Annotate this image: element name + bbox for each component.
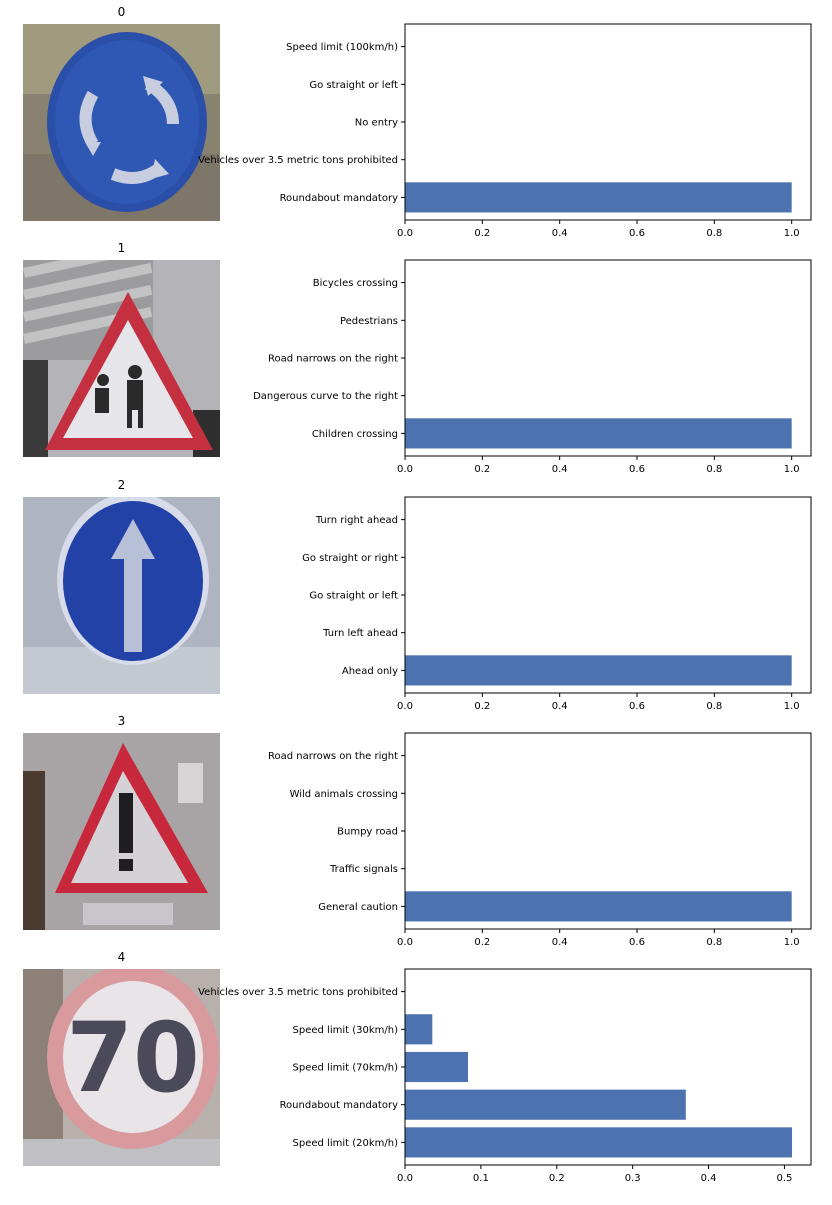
x-tick-label: 0.3	[625, 1173, 641, 1184]
y-tick-label: Turn left ahead	[322, 628, 398, 639]
y-tick-label: Go straight or right	[302, 553, 398, 564]
x-tick-label: 0.0	[397, 1173, 413, 1184]
y-tick-label: Go straight or left	[309, 591, 398, 602]
bar	[405, 655, 792, 686]
x-tick-label: 1.0	[784, 464, 800, 475]
x-tick-label: 0.0	[397, 937, 413, 948]
speed-limit-70-sign-icon: 70	[23, 969, 220, 1166]
x-tick-label: 0.2	[549, 1173, 565, 1184]
x-tick-label: 0.4	[701, 1173, 717, 1184]
x-tick-label: 0.2	[474, 228, 490, 239]
x-tick-label: 0.5	[776, 1173, 792, 1184]
image-title: 0	[117, 5, 126, 19]
panel-row-3: 3 General caution Traffic signals Bumpy ro…	[0, 709, 832, 948]
x-tick-label: 0.4	[552, 228, 568, 239]
image-title: 4	[117, 950, 126, 964]
image-title: 3	[117, 714, 126, 728]
chart-3: General caution Traffic signals Bumpy road…	[268, 732, 812, 948]
sign-text: 70	[66, 1002, 200, 1114]
y-tick-label: Ahead only	[342, 666, 398, 677]
y-tick-label: Roundabout mandatory	[280, 1100, 399, 1111]
y-tick-label: Bicycles crossing	[313, 278, 398, 289]
bar	[405, 1089, 686, 1120]
panel-row-2: 2 Ahead only Turn left ahead Go straight o…	[0, 473, 832, 712]
y-tick-label: Wild animals crossing	[290, 789, 398, 800]
x-tick-label: 0.6	[629, 937, 645, 948]
roundabout-sign-icon	[23, 24, 220, 221]
image-title: 1	[117, 241, 126, 255]
x-tick-label: 0.2	[474, 937, 490, 948]
x-tick-label: 0.4	[552, 701, 568, 712]
chart-4: Speed limit (20km/h) Roundabout mandatory…	[198, 968, 812, 1184]
y-tick-label: Turn right ahead	[315, 515, 398, 526]
y-tick-label: Pedestrians	[340, 316, 398, 327]
image-title: 2	[117, 478, 126, 492]
panel-row-1: 1 Children crossing Dangerous curve to th…	[0, 236, 832, 475]
x-tick-label: 0.1	[473, 1173, 489, 1184]
x-tick-label: 1.0	[784, 937, 800, 948]
bar	[405, 1014, 433, 1045]
general-caution-sign-icon	[23, 733, 220, 930]
y-tick-label: General caution	[318, 902, 398, 913]
plot-frame	[404, 732, 812, 930]
y-tick-label: No entry	[355, 118, 398, 129]
plot-frame	[404, 968, 812, 1166]
plot-frame	[404, 259, 812, 457]
bar	[405, 1051, 468, 1083]
chart-2: Ahead only Turn left ahead Go straight or …	[302, 496, 812, 712]
x-tick-label: 0.8	[706, 228, 722, 239]
y-tick-label: Road narrows on the right	[268, 751, 398, 762]
y-tick-label: Go straight or left	[309, 80, 398, 91]
chart-1: Children crossing Dangerous curve to the …	[253, 259, 812, 475]
x-tick-label: 0.6	[629, 228, 645, 239]
plot-frame	[404, 496, 812, 694]
x-tick-label: 0.0	[397, 701, 413, 712]
y-tick-label: Bumpy road	[337, 827, 398, 838]
chart-0: Roundabout mandatory Vehicles over 3.5 me…	[198, 23, 812, 239]
children-crossing-sign-icon	[23, 260, 220, 457]
bar	[405, 182, 792, 213]
y-tick-label: Roundabout mandatory	[280, 193, 399, 204]
y-tick-label: Traffic signals	[329, 864, 398, 875]
x-tick-label: 0.8	[706, 701, 722, 712]
x-tick-label: 0.8	[706, 464, 722, 475]
x-tick-label: 0.4	[552, 464, 568, 475]
y-tick-label: Road narrows on the right	[268, 354, 398, 365]
plot-frame	[404, 23, 812, 221]
panel-row-4: 4 70 Speed limit (20km/h) Roundabout mand…	[0, 945, 832, 1184]
ahead-only-sign-icon	[23, 497, 220, 694]
x-tick-label: 1.0	[784, 701, 800, 712]
x-tick-label: 1.0	[784, 228, 800, 239]
y-tick-label: Children crossing	[312, 429, 398, 440]
bar	[405, 1127, 793, 1158]
x-tick-label: 0.2	[474, 464, 490, 475]
x-tick-label: 0.6	[629, 464, 645, 475]
y-tick-label: Dangerous curve to the right	[253, 391, 398, 402]
y-tick-label: Speed limit (30km/h)	[293, 1025, 399, 1036]
y-tick-label: Speed limit (100km/h)	[286, 42, 398, 53]
x-tick-label: 0.0	[397, 464, 413, 475]
bar	[405, 418, 792, 449]
x-tick-label: 0.8	[706, 937, 722, 948]
x-tick-label: 0.4	[552, 937, 568, 948]
x-tick-label: 0.2	[474, 701, 490, 712]
bar	[405, 891, 792, 922]
panel-row-0: 0 Roundabout mandatory Vehicles over 3.5 …	[0, 0, 832, 239]
y-tick-label: Speed limit (70km/h)	[293, 1063, 399, 1074]
y-tick-label: Vehicles over 3.5 metric tons prohibited	[198, 987, 398, 998]
x-tick-label: 0.0	[397, 228, 413, 239]
y-tick-label: Vehicles over 3.5 metric tons prohibited	[198, 155, 398, 166]
x-tick-label: 0.6	[629, 701, 645, 712]
y-tick-label: Speed limit (20km/h)	[293, 1138, 399, 1149]
